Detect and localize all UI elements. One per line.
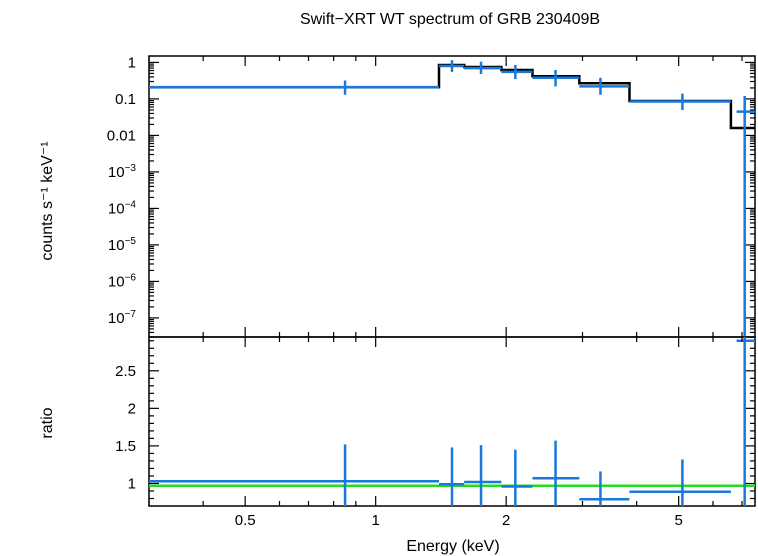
- x-tick-label: 0.5: [235, 512, 256, 529]
- y-tick-label: 2.5: [115, 363, 136, 380]
- ratio-panel: 1 1.5 2 2.5: [115, 336, 756, 507]
- chart-title: Swift−XRT WT spectrum of GRB 230409B: [300, 11, 600, 28]
- y-tick-label: 10−4: [108, 199, 137, 217]
- x-tick-label: 5: [674, 512, 682, 529]
- x-tick-label: 1: [371, 512, 379, 529]
- y-tick-label: 10−6: [108, 272, 137, 290]
- x-tick-label: 2: [502, 512, 510, 529]
- y-tick-label: 10−3: [108, 163, 137, 181]
- y-tick-label: 1: [128, 54, 136, 71]
- y-tick-label: 0.1: [115, 91, 136, 108]
- y-tick-label: 2: [128, 400, 136, 417]
- x-axis-label: Energy (keV): [406, 538, 499, 555]
- spectrum-frame: [148, 55, 756, 338]
- spectrum-panel: 1 0.1 0.01 10−3 10−4 10−5 10−6 10−7: [107, 54, 756, 338]
- y-tick-label: 10−7: [108, 309, 137, 327]
- y-axis-label-counts: counts s⁻¹ keV⁻¹: [39, 141, 56, 260]
- y-tick-label: 1: [128, 475, 136, 492]
- y-tick-label: 1.5: [115, 438, 136, 455]
- x-axis: 0.5 1 2 5: [148, 56, 743, 529]
- y-tick-label: 10−5: [108, 236, 137, 254]
- model-step-line: [149, 63, 755, 130]
- y-tick-label: 0.01: [107, 127, 136, 144]
- y-axis-label-ratio: ratio: [39, 407, 56, 438]
